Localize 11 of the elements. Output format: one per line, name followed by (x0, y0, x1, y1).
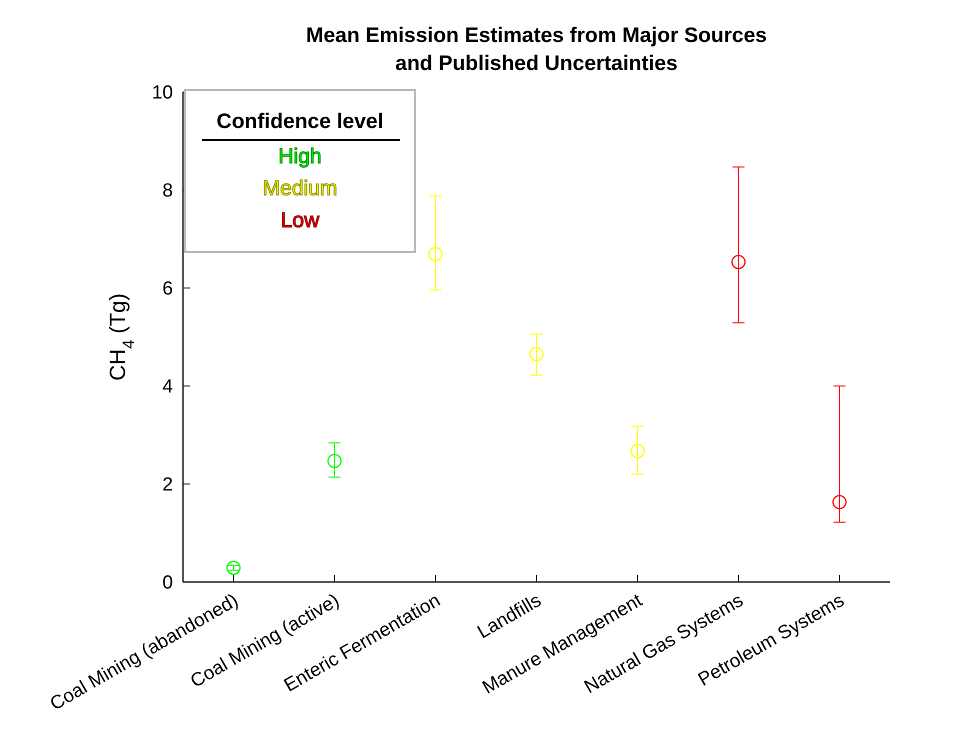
text: High (278, 145, 322, 168)
text: Low (280, 209, 320, 232)
y-tick-label: 8 (162, 180, 173, 202)
y-tick-label: 4 (162, 376, 174, 398)
y-tick-label: 6 (162, 278, 173, 300)
chart-title: Mean Emission Estimates from Major Sources and Published Uncertainties (306, 24, 767, 75)
y-tick-label: 0 (162, 572, 173, 594)
legend-title: Confidence level (216, 110, 384, 133)
y-tick-label: 10 (152, 82, 173, 104)
text: Medium (262, 177, 338, 200)
y-tick-label: 2 (162, 474, 173, 496)
